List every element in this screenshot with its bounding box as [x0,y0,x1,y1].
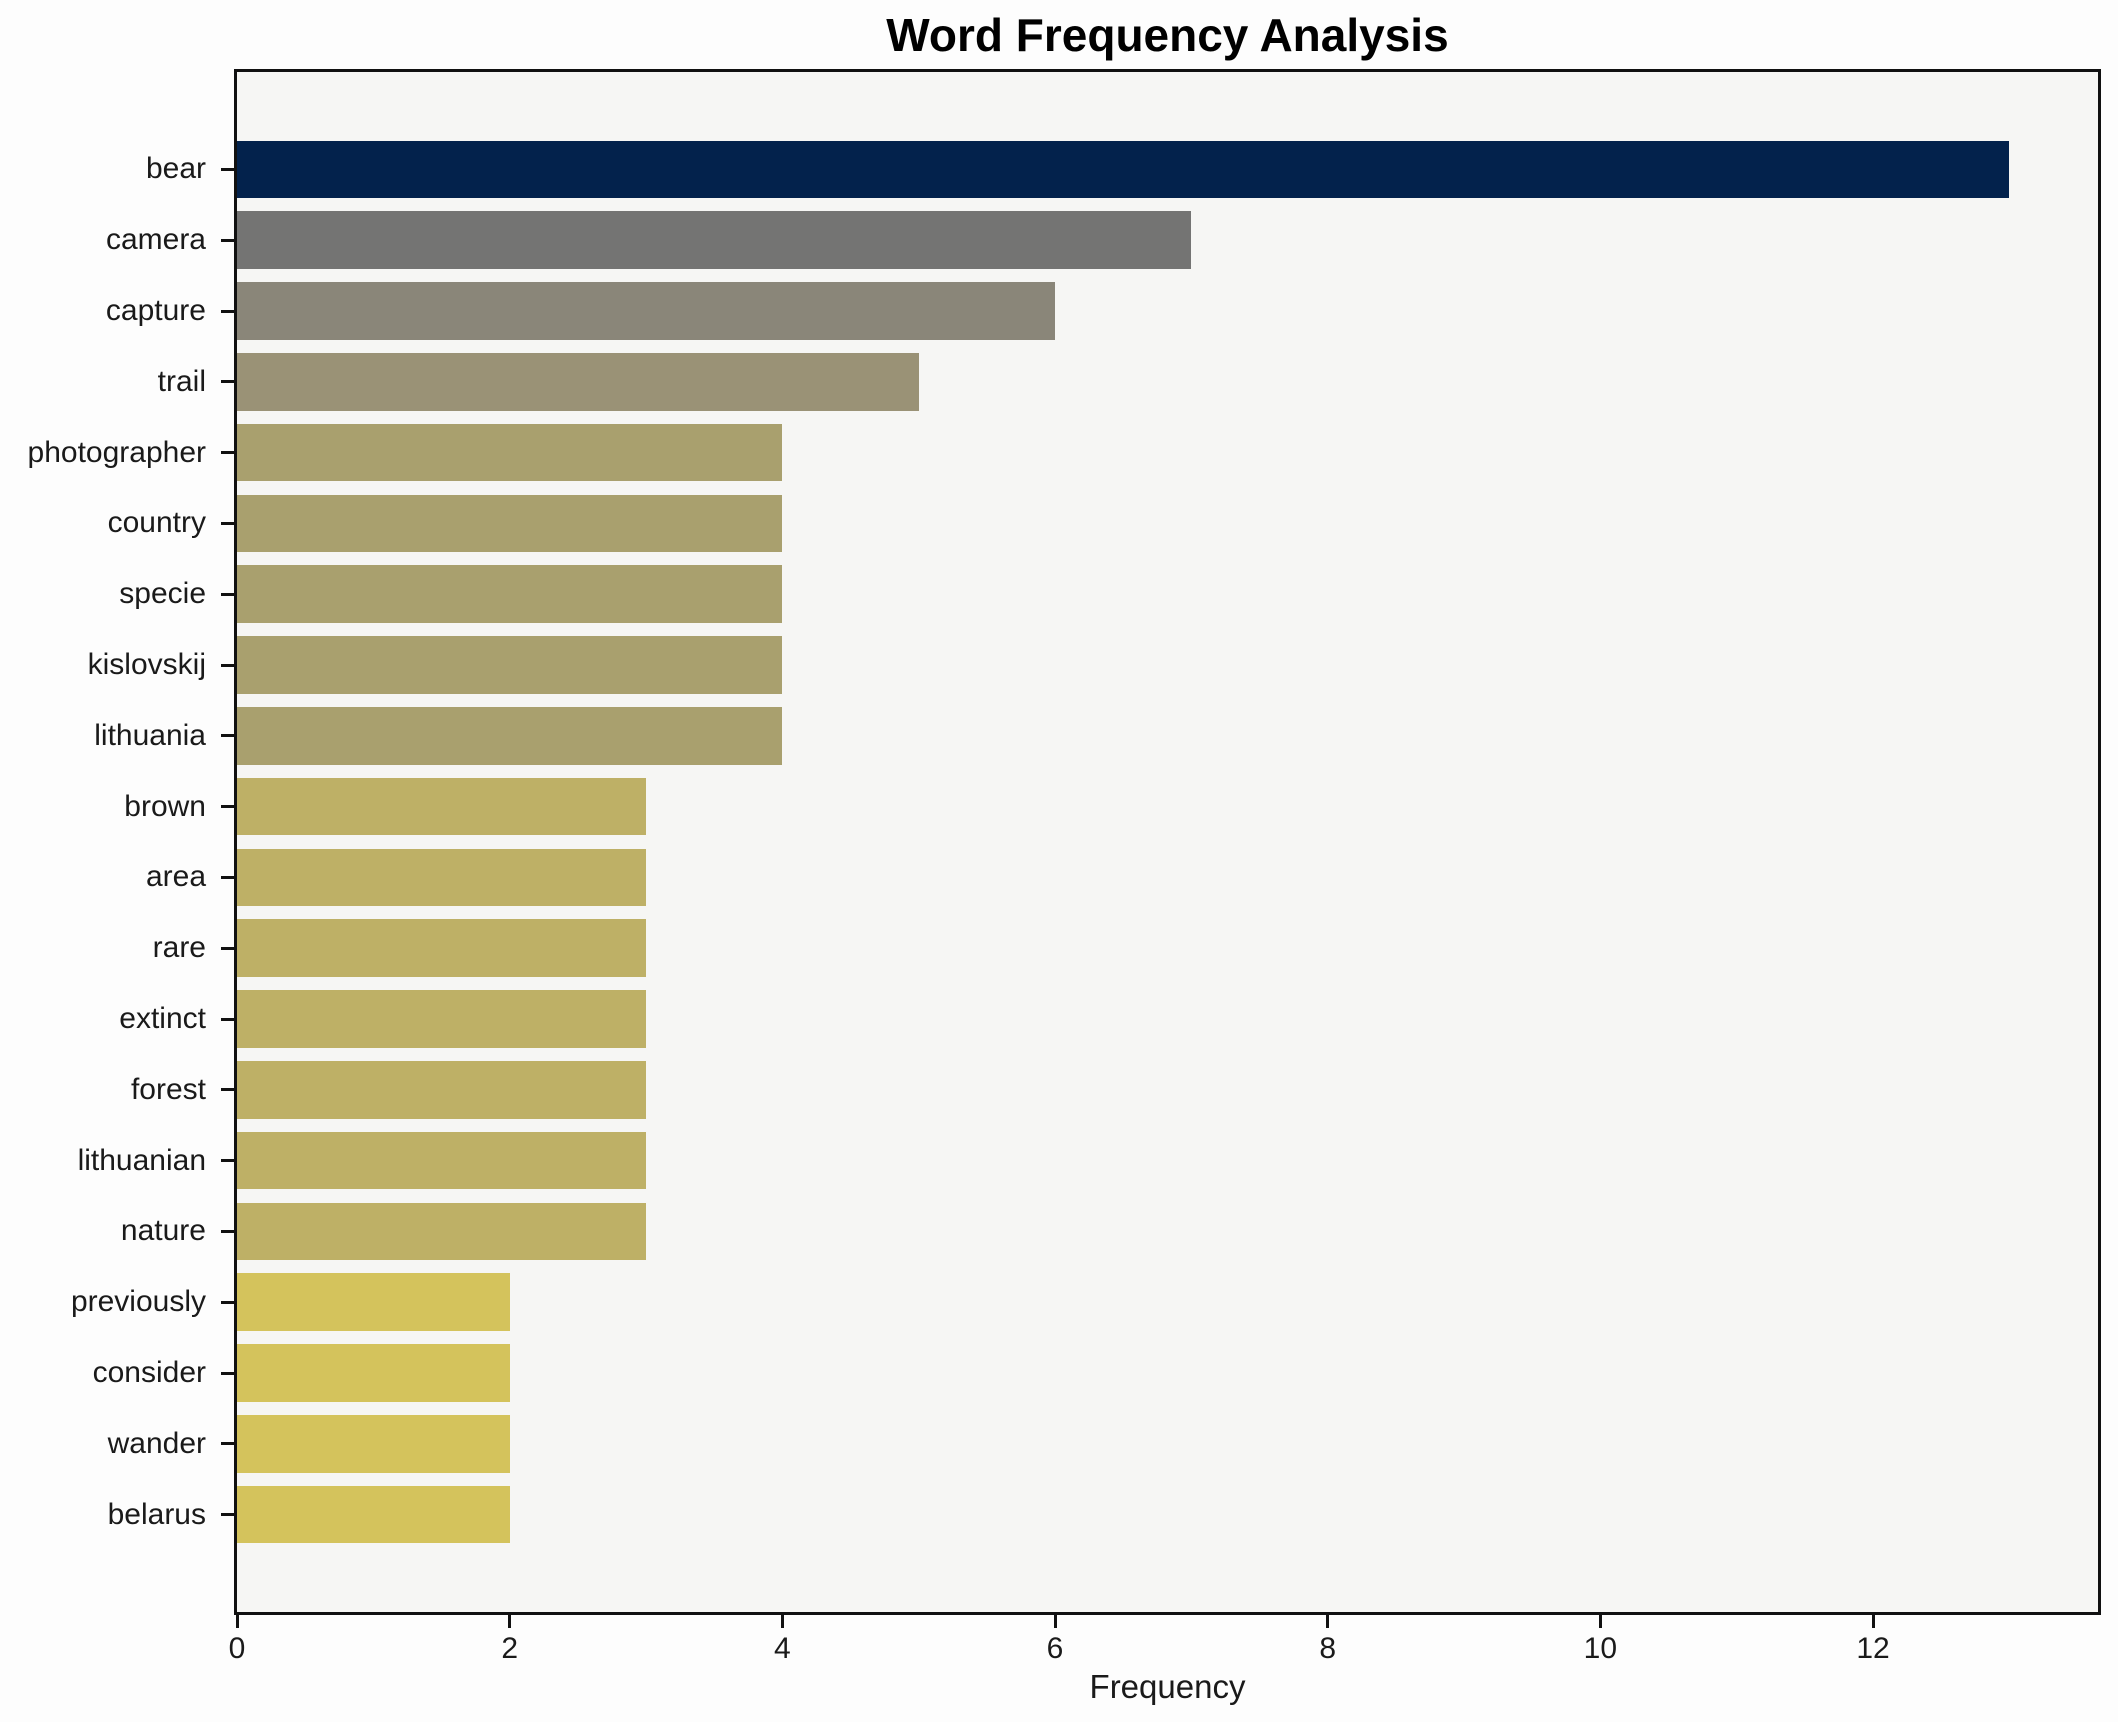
y-tick-mark [221,1300,234,1304]
x-tick-mark [508,1615,512,1628]
y-tick-mark [221,167,234,171]
bar-extinct [237,990,646,1048]
x-tick-mark [235,1615,239,1628]
x-tick-label: 4 [774,1632,791,1665]
x-axis-label: Frequency [1089,1668,1246,1705]
y-tick-label: bear [145,152,206,186]
y-tick-label: camera [105,223,206,257]
y-tick-label: brown [124,789,206,823]
y-tick-mark [221,1088,234,1092]
bar-previously [237,1273,510,1331]
bar-kislovskij [237,636,783,694]
bar-belarus [237,1485,510,1544]
y-tick-mark [221,1442,234,1446]
x-tick-label: 12 [1856,1632,1890,1665]
y-tick-label: trail [157,364,206,398]
y-tick-mark [221,309,234,313]
x-tick-mark [1053,1615,1057,1628]
bar-rare [237,919,646,977]
y-tick-label: kislovskij [87,648,206,681]
y-tick-label: nature [120,1214,206,1248]
y-tick-label: belarus [107,1497,206,1531]
y-tick-label: capture [105,294,206,327]
bar-brown [237,777,646,836]
y-tick-label: lithuania [94,718,206,752]
x-tick-label: 6 [1046,1632,1064,1665]
x-tick-label: 10 [1583,1632,1618,1665]
bar-lithuanian [237,1131,646,1190]
bar-trail [237,353,919,411]
y-tick-mark [221,875,234,879]
y-tick-label: specie [119,577,206,611]
bar-specie [237,565,783,623]
y-tick-mark [221,451,234,455]
y-tick-mark [221,380,234,384]
x-tick-mark [1598,1615,1602,1628]
plot-area [237,72,2098,1612]
x-tick-mark [780,1615,784,1628]
x-tick-mark [1871,1615,1875,1628]
bar-capture [237,282,1056,340]
y-tick-label: rare [152,931,206,965]
y-tick-mark [221,1513,234,1517]
x-tick-label: 2 [501,1632,519,1665]
bar-lithuania [237,707,783,765]
bar-photographer [237,423,783,482]
y-tick-label: extinct [119,1002,206,1035]
y-tick-mark [221,1371,234,1375]
y-tick-label: photographer [27,435,206,469]
bar-area [237,848,646,907]
bar-wander [237,1415,510,1473]
y-tick-label: lithuanian [77,1143,206,1177]
x-tick-label: 8 [1319,1632,1337,1665]
bar-forest [237,1061,646,1119]
bar-nature [237,1202,646,1261]
bar-bear [237,140,2010,199]
y-tick-mark [221,734,234,738]
y-tick-mark [221,663,234,667]
y-tick-label: previously [70,1285,206,1319]
x-tick-label: 0 [228,1632,246,1665]
bar-country [237,494,783,553]
x-tick-mark [1326,1615,1330,1628]
y-tick-mark [221,521,234,525]
y-tick-mark [221,1159,234,1163]
y-tick-mark [221,592,234,596]
y-tick-mark [221,805,234,809]
y-tick-label: area [145,860,206,894]
y-tick-label: country [107,506,206,540]
y-tick-label: forest [130,1072,206,1106]
bar-camera [237,211,1192,269]
y-tick-mark [221,1229,234,1233]
y-tick-mark [221,238,234,242]
chart-title: Word Frequency Analysis [886,9,1449,61]
y-tick-label: consider [92,1356,206,1389]
y-tick-label: wander [107,1426,206,1460]
y-tick-mark [221,1017,234,1021]
bar-consider [237,1344,510,1402]
y-tick-mark [221,946,234,950]
